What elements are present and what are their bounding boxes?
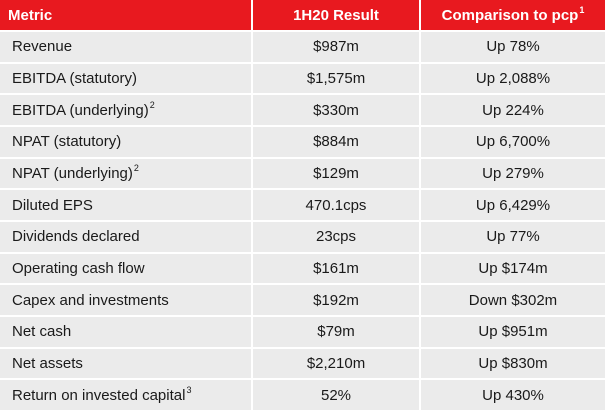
metric-cell: Net assets bbox=[0, 347, 253, 381]
result-cell: 52% bbox=[252, 379, 421, 412]
comparison-cell: Up 279% bbox=[420, 157, 605, 191]
metric-cell: NPAT (underlying)2 bbox=[0, 157, 253, 191]
result-cell: $330m bbox=[252, 94, 421, 127]
column-header-result: 1H20 Result bbox=[252, 0, 421, 32]
metric-cell: NPAT (statutory) bbox=[0, 125, 253, 159]
result-cell: $987m bbox=[252, 31, 421, 64]
table-row: NPAT (statutory) $884m Up 6,700% bbox=[0, 125, 605, 159]
footnote-marker: 2 bbox=[133, 162, 139, 173]
metric-cell: EBITDA (statutory) bbox=[0, 62, 253, 96]
result-cell: $884m bbox=[252, 125, 421, 159]
table-row: Capex and investments $192m Down $302m bbox=[0, 284, 605, 317]
metric-label: Operating cash flow bbox=[12, 259, 145, 277]
footnote-marker: 1 bbox=[579, 4, 585, 15]
table-row: Return on invested capital3 52% Up 430% bbox=[0, 379, 605, 412]
result-cell: $161m bbox=[252, 252, 421, 286]
comparison-cell: Up 77% bbox=[420, 220, 605, 254]
result-cell: $2,210m bbox=[252, 347, 421, 381]
metric-label: NPAT (underlying) bbox=[12, 164, 133, 182]
comparison-cell: Up $951m bbox=[420, 315, 605, 349]
footnote-marker: 2 bbox=[149, 99, 155, 110]
table-row: Diluted EPS 470.1cps Up 6,429% bbox=[0, 189, 605, 222]
result-cell: $1,575m bbox=[252, 62, 421, 96]
metric-label: Diluted EPS bbox=[12, 196, 93, 214]
table-row: EBITDA (underlying)2 $330m Up 224% bbox=[0, 94, 605, 127]
metric-cell: Dividends declared bbox=[0, 220, 253, 254]
comparison-cell: Up 6,700% bbox=[420, 125, 605, 159]
metric-label: Dividends declared bbox=[12, 228, 140, 246]
table-row: NPAT (underlying)2 $129m Up 279% bbox=[0, 157, 605, 191]
metric-label: Net assets bbox=[12, 354, 83, 372]
metric-cell: Diluted EPS bbox=[0, 189, 253, 222]
metric-cell: Revenue bbox=[0, 31, 253, 64]
column-header-metric: Metric bbox=[0, 0, 253, 32]
table-body: Revenue $987m Up 78% EBITDA (statutory) $1,5… bbox=[0, 31, 605, 412]
comparison-cell: Up 6,429% bbox=[420, 189, 605, 222]
comparison-cell: Down $302m bbox=[420, 284, 605, 317]
table-row: Net assets $2,210m Up $830m bbox=[0, 347, 605, 381]
result-cell: 470.1cps bbox=[252, 189, 421, 222]
metric-label: EBITDA (statutory) bbox=[12, 69, 138, 87]
metric-cell: Capex and investments bbox=[0, 284, 253, 317]
metric-cell: Return on invested capital3 bbox=[0, 379, 253, 412]
comparison-cell: Up 78% bbox=[420, 31, 605, 64]
metric-label: Net cash bbox=[12, 323, 72, 341]
metric-label: Return on invested capital bbox=[12, 386, 186, 404]
metric-cell: Net cash bbox=[0, 315, 253, 349]
result-cell: $79m bbox=[252, 315, 421, 349]
table-row: Revenue $987m Up 78% bbox=[0, 31, 605, 64]
comparison-cell: Up 430% bbox=[420, 379, 605, 412]
comparison-cell: Up 224% bbox=[420, 94, 605, 127]
comparison-cell: Up 2,088% bbox=[420, 62, 605, 96]
result-cell: $129m bbox=[252, 157, 421, 191]
metric-label: Revenue bbox=[12, 38, 73, 56]
result-cell: $192m bbox=[252, 284, 421, 317]
metric-cell: EBITDA (underlying)2 bbox=[0, 94, 253, 127]
table-row: Operating cash flow $161m Up $174m bbox=[0, 252, 605, 286]
table-row: Dividends declared 23cps Up 77% bbox=[0, 220, 605, 254]
result-cell: 23cps bbox=[252, 220, 421, 254]
metric-label: EBITDA (underlying) bbox=[12, 101, 149, 119]
metric-cell: Operating cash flow bbox=[0, 252, 253, 286]
column-header-comparison-label: Comparison to pcp bbox=[441, 6, 579, 24]
comparison-cell: Up $174m bbox=[420, 252, 605, 286]
table-header: Metric 1H20 Result Comparison to pcp1 bbox=[0, 0, 605, 32]
footnote-marker: 3 bbox=[186, 384, 192, 395]
metric-label: NPAT (statutory) bbox=[12, 133, 122, 151]
comparison-cell: Up $830m bbox=[420, 347, 605, 381]
table-row: Net cash $79m Up $951m bbox=[0, 315, 605, 349]
column-header-comparison: Comparison to pcp1 bbox=[420, 0, 605, 32]
table-row: EBITDA (statutory) $1,575m Up 2,088% bbox=[0, 62, 605, 96]
header-row: Metric 1H20 Result Comparison to pcp1 bbox=[0, 0, 605, 32]
metric-label: Capex and investments bbox=[12, 291, 169, 309]
